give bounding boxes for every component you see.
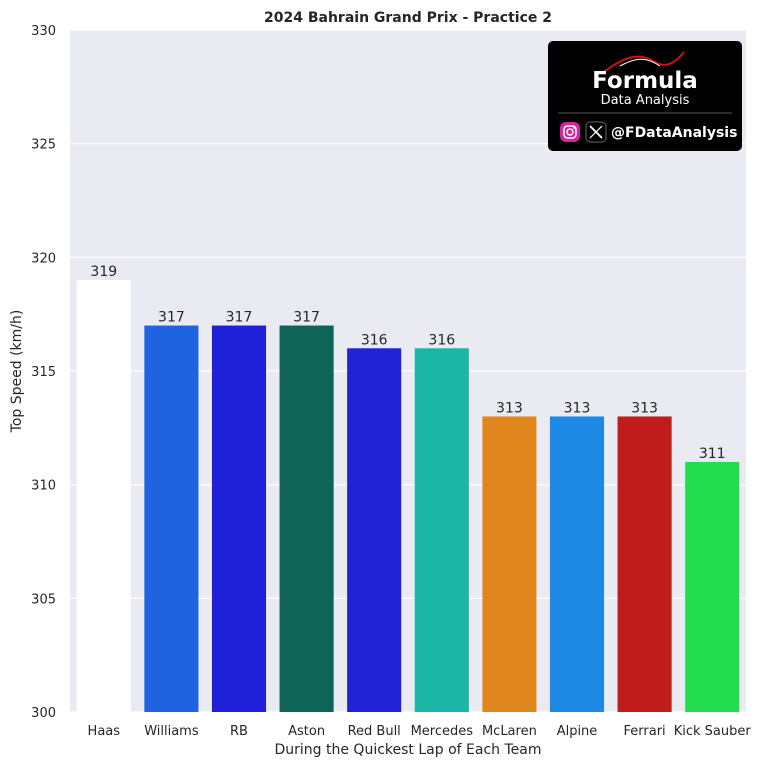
logo-badge: Formula Data Analysis @FDataAnalysis [548, 41, 742, 151]
bar-aston [279, 325, 334, 712]
y-tick-label: 330 [31, 24, 56, 39]
x-tick-label: Haas [88, 724, 121, 739]
bar-value-label: 317 [158, 310, 185, 326]
x-tick-label: Kick Sauber [674, 724, 752, 739]
bar-value-label: 313 [564, 400, 591, 416]
bar-value-label: 319 [90, 264, 117, 280]
x-tick-label: Red Bull [348, 724, 401, 739]
logo-swoosh [603, 51, 685, 73]
bar-value-label: 317 [293, 310, 320, 326]
data-labels: 319 317 317 317 316 316 313 313 313 311 [90, 264, 725, 462]
x-tick-label: RB [230, 724, 248, 739]
bar-rb [211, 325, 267, 712]
x-tick-label: Aston [288, 724, 325, 739]
chart-title: 2024 Bahrain Grand Prix - Practice 2 [264, 10, 552, 26]
logo-brand: Formula [592, 68, 698, 94]
y-axis-label: Top Speed (km/h) [9, 310, 25, 434]
x-tick-label: Williams [144, 724, 199, 739]
logo-swoosh-outline [619, 58, 661, 67]
bar-value-label: 313 [496, 400, 523, 416]
bar-williams [144, 325, 199, 712]
y-tick-label: 315 [31, 365, 56, 380]
bar-red-bull [347, 348, 402, 712]
y-tick-label: 325 [31, 138, 56, 153]
bar-mclaren [482, 416, 537, 712]
x-tick-label: Mercedes [411, 724, 474, 739]
bar-value-label: 316 [361, 332, 388, 348]
x-icon [585, 121, 607, 143]
bar-value-label: 317 [226, 310, 253, 326]
instagram-icon [560, 122, 580, 142]
y-tick-label: 300 [31, 706, 56, 721]
x-tick-label: McLaren [482, 724, 537, 739]
bar-kick-sauber [685, 461, 740, 712]
logo-tagline: Data Analysis [601, 93, 690, 108]
bar-alpine [549, 416, 605, 712]
x-tick-label: Alpine [557, 724, 598, 739]
bar-value-label: 313 [631, 400, 658, 416]
x-axis-ticks: Haas Williams RB Aston Red Bull Mercedes McLar… [88, 724, 752, 739]
x-axis-label: During the Quickest Lap of Each Team [275, 742, 542, 758]
bar-haas [76, 280, 131, 712]
bar-value-label: 316 [428, 332, 455, 348]
y-tick-label: 320 [31, 251, 56, 266]
bar-value-label: 311 [699, 446, 726, 462]
y-tick-label: 310 [31, 479, 56, 494]
y-axis-ticks: 300 305 310 315 320 325 330 [31, 24, 56, 721]
logo-handle: @FDataAnalysis [611, 125, 737, 141]
bar-mercedes [414, 348, 469, 712]
x-tick-label: Ferrari [624, 724, 666, 739]
y-tick-label: 305 [31, 592, 56, 607]
bars [76, 280, 740, 712]
bar-ferrari [617, 416, 672, 712]
